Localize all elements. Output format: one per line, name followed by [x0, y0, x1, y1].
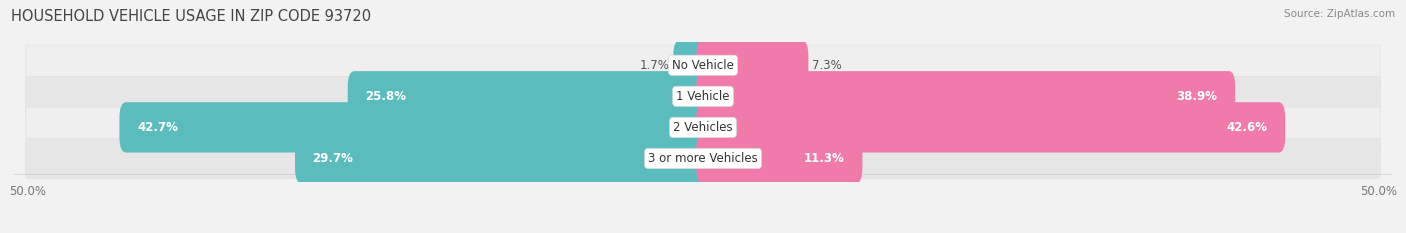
Text: 3 or more Vehicles: 3 or more Vehicles — [648, 152, 758, 165]
FancyBboxPatch shape — [696, 40, 808, 90]
FancyBboxPatch shape — [696, 71, 1236, 121]
Text: 7.3%: 7.3% — [813, 59, 842, 72]
Text: No Vehicle: No Vehicle — [672, 59, 734, 72]
FancyBboxPatch shape — [25, 45, 1381, 86]
Text: 29.7%: 29.7% — [312, 152, 353, 165]
FancyBboxPatch shape — [25, 107, 1381, 147]
FancyBboxPatch shape — [696, 102, 1285, 153]
Text: HOUSEHOLD VEHICLE USAGE IN ZIP CODE 93720: HOUSEHOLD VEHICLE USAGE IN ZIP CODE 9372… — [11, 9, 371, 24]
Text: 38.9%: 38.9% — [1177, 90, 1218, 103]
Text: 42.6%: 42.6% — [1226, 121, 1268, 134]
FancyBboxPatch shape — [25, 138, 1381, 179]
Text: Source: ZipAtlas.com: Source: ZipAtlas.com — [1284, 9, 1395, 19]
Text: 1.7%: 1.7% — [640, 59, 669, 72]
FancyBboxPatch shape — [347, 71, 710, 121]
Text: 11.3%: 11.3% — [804, 152, 845, 165]
FancyBboxPatch shape — [673, 40, 710, 90]
FancyBboxPatch shape — [696, 133, 862, 184]
Text: 2 Vehicles: 2 Vehicles — [673, 121, 733, 134]
Text: 1 Vehicle: 1 Vehicle — [676, 90, 730, 103]
Text: 25.8%: 25.8% — [366, 90, 406, 103]
FancyBboxPatch shape — [120, 102, 710, 153]
Text: 42.7%: 42.7% — [136, 121, 179, 134]
FancyBboxPatch shape — [295, 133, 710, 184]
FancyBboxPatch shape — [25, 76, 1381, 116]
